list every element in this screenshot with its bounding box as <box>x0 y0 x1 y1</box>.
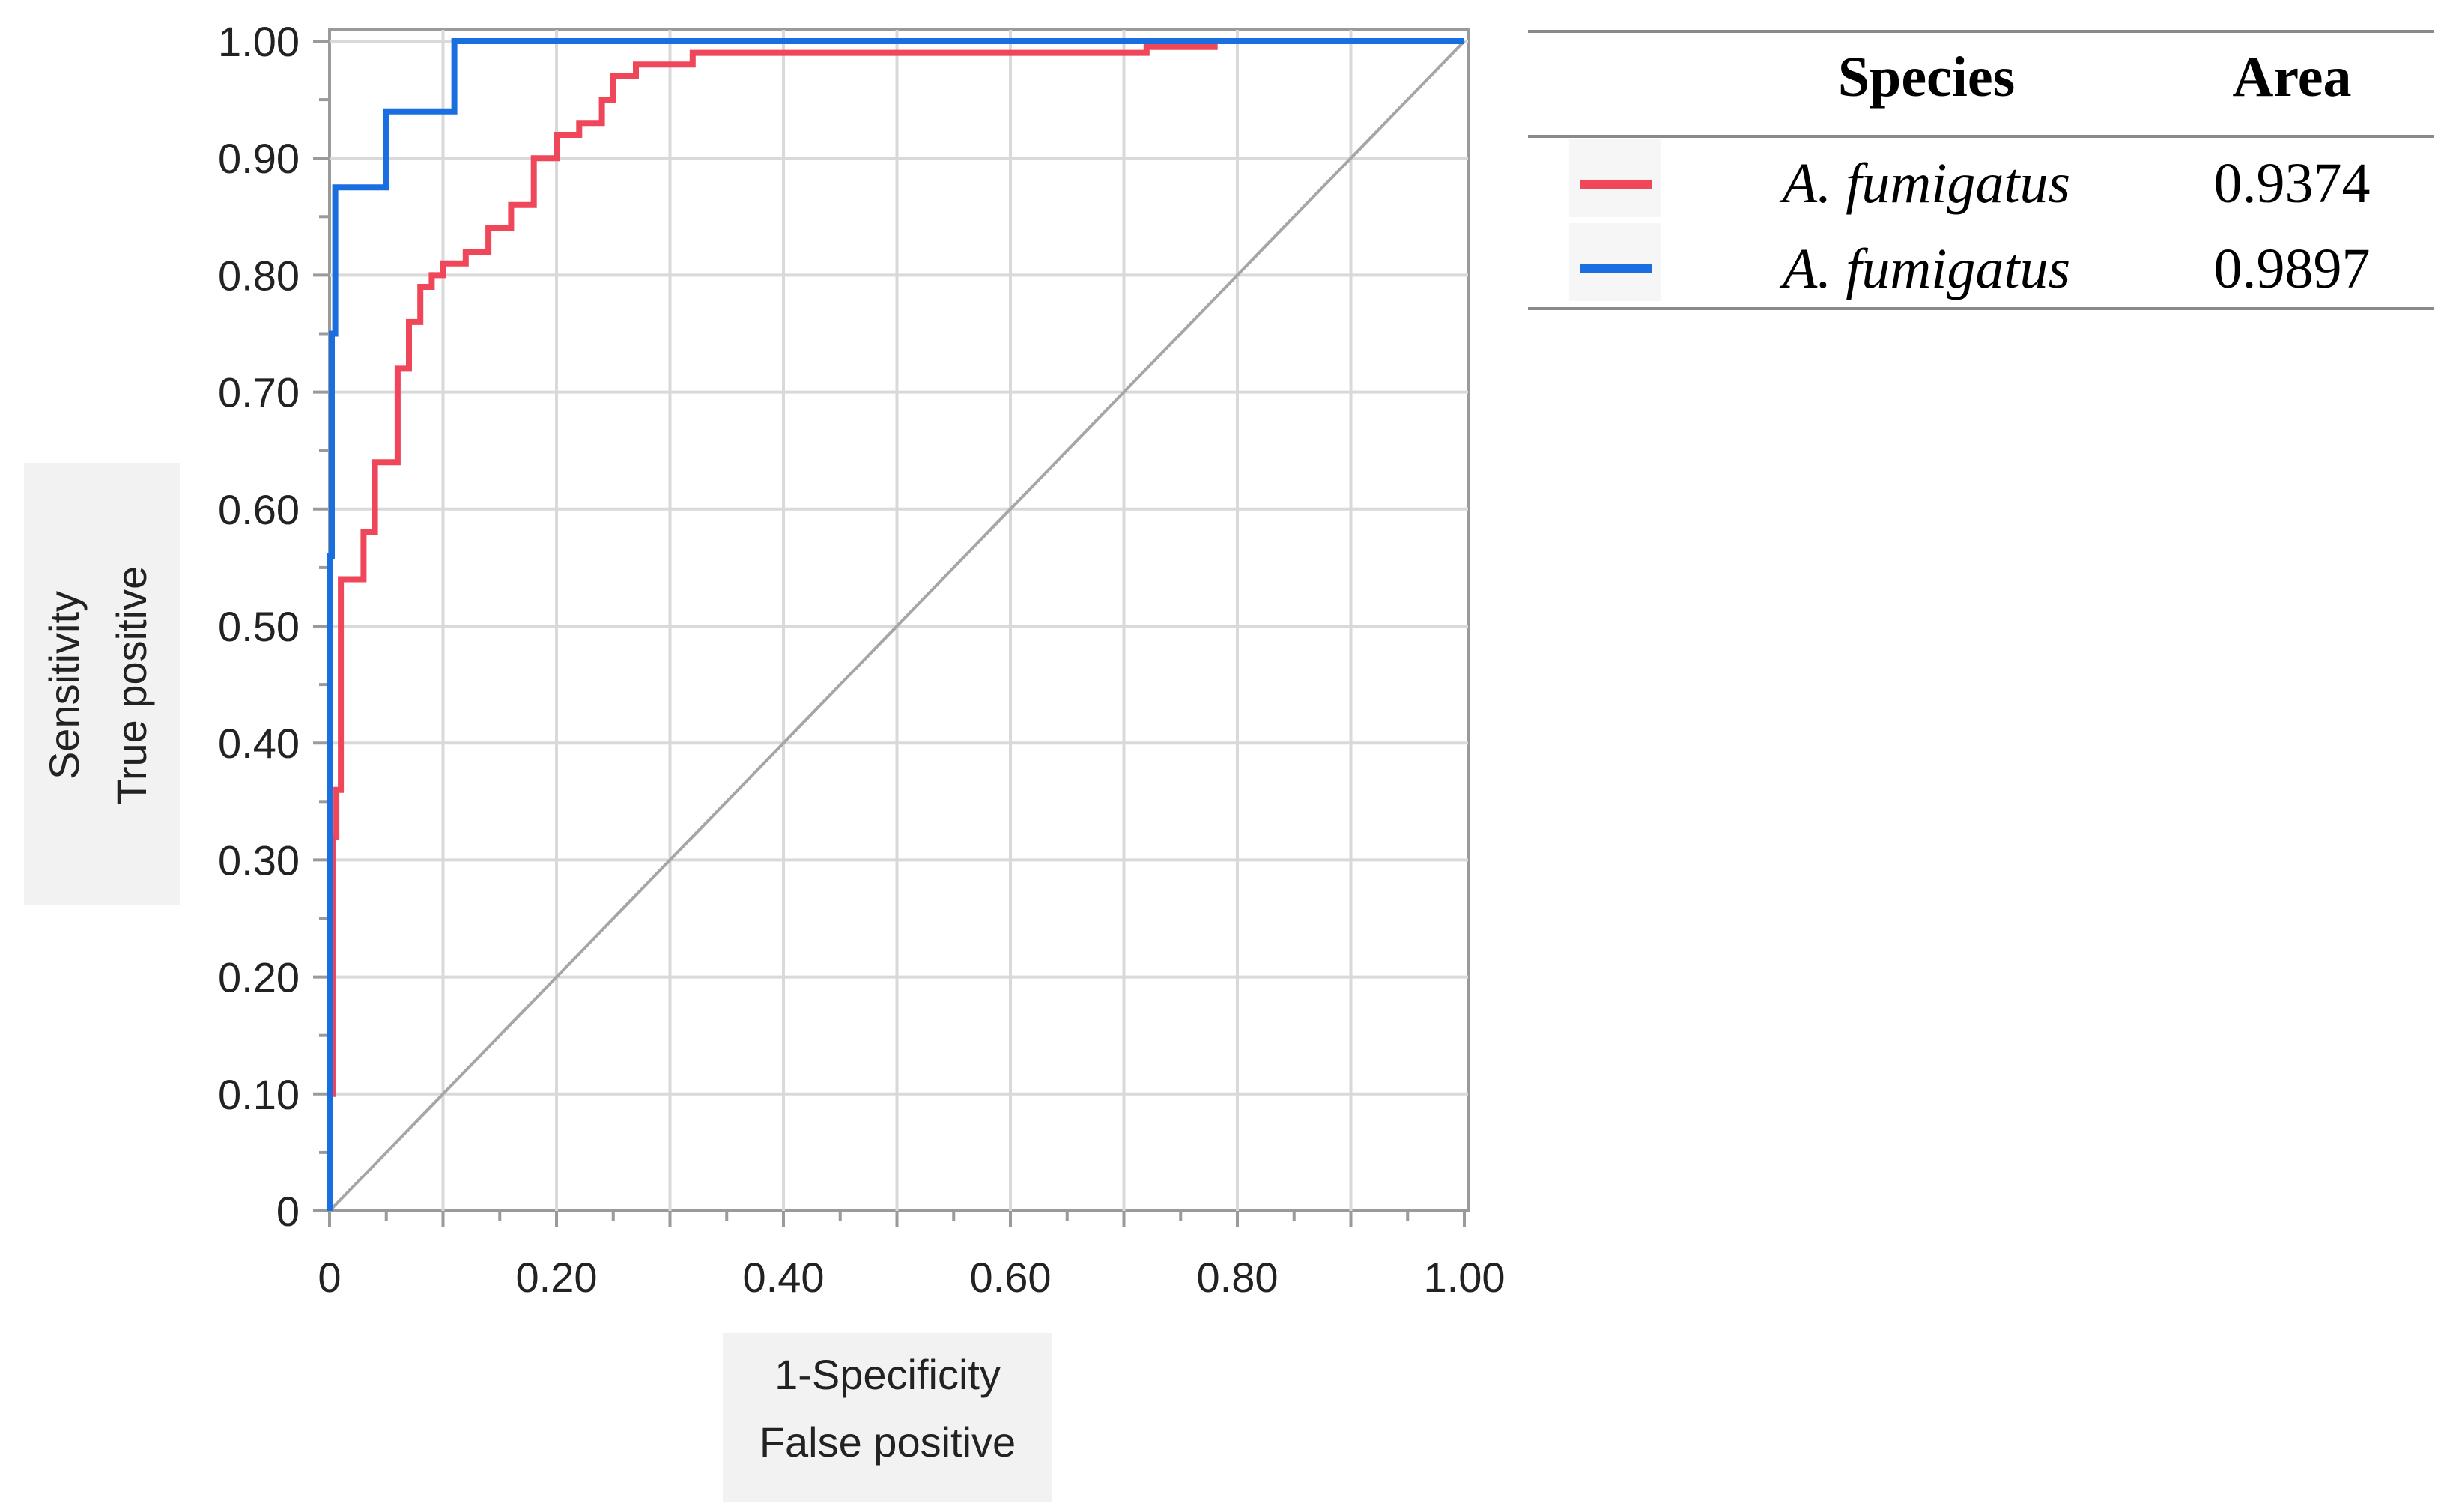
x-tick-label: 1.00 <box>1424 1254 1505 1301</box>
x-axis-label-box <box>723 1333 1052 1502</box>
roc-curve-2 <box>327 38 1464 1211</box>
x-tick-label: 0.60 <box>970 1254 1052 1301</box>
y-tick-label: 0.80 <box>218 252 300 299</box>
y-tick-label: 0.30 <box>218 837 300 884</box>
reference-diagonal <box>328 40 1466 1212</box>
legend: Species Area A. fumigatus 0.9374 A. fumi… <box>1528 30 2434 310</box>
legend-species-1: A. fumigatus <box>1779 152 2070 215</box>
y-tick-label: 0 <box>276 1188 300 1235</box>
x-tick-label: 0 <box>318 1254 341 1301</box>
y-axis-title-line1: Sensitivity <box>40 591 88 780</box>
series-group <box>327 38 1464 1211</box>
y-tick-label: 0.90 <box>218 135 300 182</box>
legend-swatch-bg-1 <box>1569 139 1661 217</box>
y-axis-title: Sensitivity True positive <box>40 566 155 805</box>
legend-header-species: Species <box>1838 46 2015 109</box>
y-tick-label: 0.40 <box>218 720 300 767</box>
y-tick-label: 1.00 <box>218 18 300 65</box>
x-axis-title-line2: False positive <box>759 1418 1016 1466</box>
legend-swatch-bg-2 <box>1569 223 1661 301</box>
reference-line <box>328 40 1466 1212</box>
y-tick-label: 0.50 <box>218 603 300 650</box>
y-tick-label: 0.70 <box>218 369 300 416</box>
y-tick-label: 0.20 <box>218 954 300 1001</box>
y-axis-title-line2: True positive <box>108 566 155 805</box>
x-tick-label: 0.40 <box>743 1254 825 1301</box>
legend-species-2: A. fumigatus <box>1779 237 2070 300</box>
y-axis-label-box <box>24 463 180 905</box>
y-tick-label: 0.10 <box>218 1071 300 1118</box>
y-tick-labels: 0 0.10 0.20 0.30 0.40 0.50 0.60 0.70 0.80 0.90 1.0… <box>218 18 300 1235</box>
y-tick-label: 0.60 <box>218 486 300 533</box>
x-tick-label: 0.20 <box>516 1254 598 1301</box>
x-axis-title-line1: 1-Specificity <box>774 1351 1001 1398</box>
legend-header-area: Area <box>2233 46 2352 109</box>
legend-area-1: 0.9374 <box>2214 152 2371 215</box>
legend-area-2: 0.9897 <box>2214 237 2371 300</box>
x-tick-labels: 0 0.20 0.40 0.60 0.80 1.00 <box>318 1254 1505 1301</box>
x-tick-label: 0.80 <box>1197 1254 1279 1301</box>
roc-curve-1 <box>327 38 1464 1211</box>
